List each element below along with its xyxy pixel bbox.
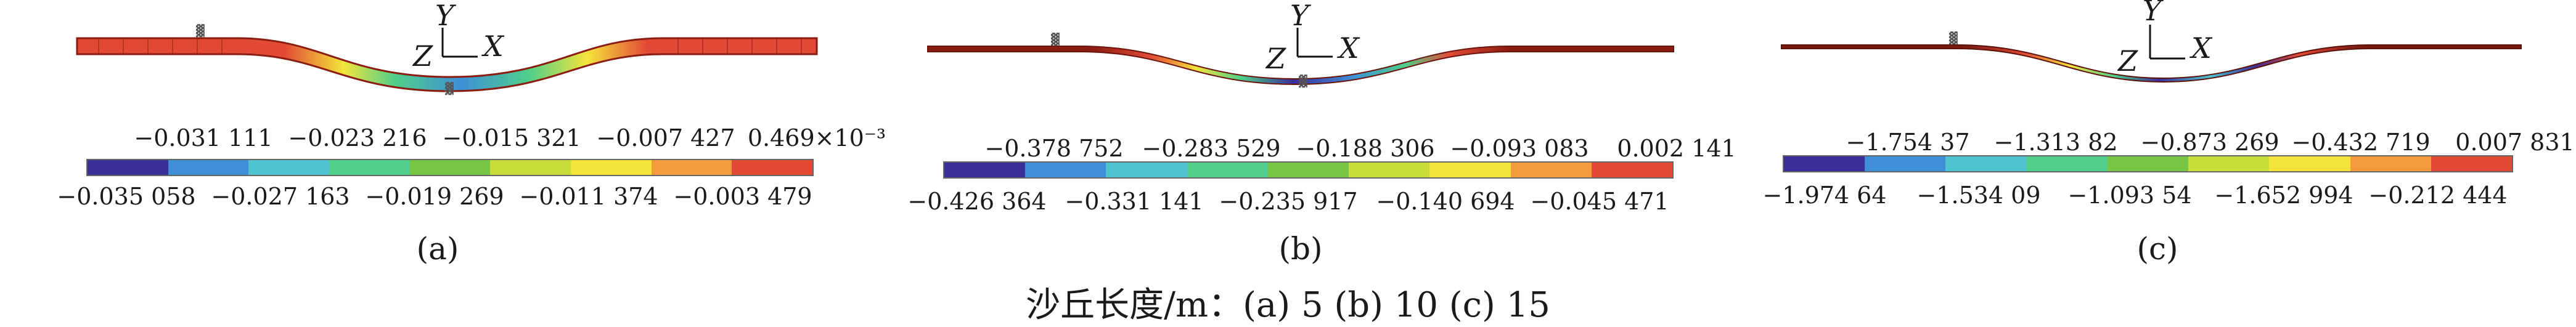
- colorbar-segment: [944, 163, 1026, 177]
- svg-text:▓: ▓: [445, 82, 454, 95]
- top-tick: −0.031 111: [134, 124, 273, 151]
- top-tick: −0.188 306: [1296, 135, 1435, 162]
- colorbar-segment: [409, 160, 491, 175]
- bottom-tick: −1.652 994: [2214, 182, 2353, 209]
- colorbar-segment: [1025, 163, 1106, 177]
- panel-a: ▓ ▓ Y Z X −0.031 111 −0.023 216 −0.015 3…: [0, 0, 886, 271]
- top-tick: −0.093 083: [1450, 135, 1589, 162]
- svg-text:▓: ▓: [1299, 75, 1307, 88]
- top-tick: 0.469×10⁻³: [747, 124, 886, 151]
- svg-text:▓: ▓: [1051, 33, 1060, 46]
- colorbar-segment: [571, 160, 652, 175]
- svg-text:▓: ▓: [196, 24, 205, 38]
- x-axis-label-b: X: [1339, 31, 1359, 65]
- colorbar-segment: [168, 160, 249, 175]
- bottom-tick: −1.093 54: [2067, 182, 2192, 209]
- bottom-tick: −0.235 917: [1219, 188, 1358, 215]
- svg-text:▓: ▓: [1949, 31, 1958, 45]
- bottom-tick: −0.011 374: [519, 183, 658, 210]
- bottom-tick: −0.003 479: [673, 183, 812, 210]
- colorbar-segment: [2026, 156, 2108, 171]
- colorbar-segment: [490, 160, 571, 175]
- colorbar-segment: [1945, 156, 2027, 171]
- colorbar-segment: [2350, 156, 2431, 171]
- colorbar-segment: [329, 160, 410, 175]
- colorbar-segment: [1267, 163, 1349, 177]
- top-tick: 0.007 831: [2455, 129, 2575, 156]
- colorbar-segment: [651, 160, 732, 175]
- top-tick: −0.873 269: [2140, 129, 2280, 156]
- top-tick: −0.015 321: [442, 124, 581, 151]
- x-axis-label-a: X: [483, 30, 504, 63]
- colorbar-segment: [248, 160, 330, 175]
- colorbar-segment: [1510, 163, 1592, 177]
- bottom-tick: −1.534 09: [1916, 182, 2041, 209]
- colorbar-segment: [1106, 163, 1187, 177]
- top-tick: −0.007 427: [596, 124, 735, 151]
- top-tick: −0.023 216: [288, 124, 427, 151]
- bottom-tick: −0.331 141: [1065, 188, 1204, 215]
- z-axis-label-b: Z: [1266, 42, 1286, 75]
- colorbar-segment: [2107, 156, 2189, 171]
- colorbar-segment: [1591, 163, 1672, 177]
- colorbar-segment: [88, 160, 168, 175]
- colorbar-segment: [1349, 163, 1430, 177]
- panel-label-a: (a): [416, 231, 459, 267]
- colorbar-segment: [2269, 156, 2350, 171]
- pipe-model-a: ▓ ▓: [76, 24, 818, 95]
- y-axis-label-b: Y: [1290, 0, 1309, 32]
- colorbar-segment: [2431, 156, 2512, 171]
- top-tick: −1.313 82: [1993, 129, 2118, 156]
- bottom-tick: −0.212 444: [2368, 182, 2508, 209]
- bottom-tick: −0.045 471: [1530, 188, 1669, 215]
- pipe-model-c: ▓: [1781, 25, 2522, 83]
- top-tick: 0.002 141: [1617, 135, 1736, 162]
- colorbar-c: [1783, 155, 2513, 172]
- y-axis-label-c: Y: [2143, 0, 2162, 27]
- colorbar-segment: [1429, 163, 1511, 177]
- panel-c: ▓ Y Z X −1.754 37 −1.313 82 −0.873 269 −…: [1726, 0, 2576, 271]
- colorbar-a: [86, 159, 814, 176]
- bottom-tick: −0.426 364: [907, 188, 1047, 215]
- top-tick: −0.283 529: [1142, 135, 1281, 162]
- bottom-tick: −0.035 058: [57, 183, 196, 210]
- pipe-model-b: ▓ ▓: [927, 28, 1674, 88]
- panel-label-c: (c): [2136, 231, 2178, 267]
- bottom-tick: −0.027 163: [211, 183, 350, 210]
- figure-caption: 沙丘长度/m：(a) 5 (b) 10 (c) 15: [1026, 285, 1550, 325]
- bottom-tick: −0.019 269: [365, 183, 504, 210]
- colorbar-segment: [1784, 156, 1865, 171]
- top-tick: −0.432 719: [2291, 129, 2431, 156]
- colorbar-segment: [1187, 163, 1268, 177]
- colorbar-segment: [1865, 156, 1946, 171]
- colorbar-b: [943, 161, 1674, 179]
- y-axis-label-a: Y: [435, 0, 454, 32]
- z-axis-label-a: Z: [413, 39, 433, 73]
- bottom-tick: −0.140 694: [1376, 188, 1515, 215]
- panel-label-b: (b): [1278, 231, 1323, 267]
- z-axis-label-c: Z: [2118, 44, 2138, 78]
- colorbar-segment: [2188, 156, 2270, 171]
- bottom-tick: −1.974 64: [1762, 182, 1887, 209]
- top-tick: −1.754 37: [1846, 129, 1970, 156]
- x-axis-label-c: X: [2191, 31, 2212, 65]
- colorbar-segment: [732, 160, 813, 175]
- top-tick: −0.378 752: [984, 135, 1124, 162]
- panel-b: ▓ ▓ Y Z X −0.378 752 −0.283 529 −0.188 3…: [863, 0, 1736, 271]
